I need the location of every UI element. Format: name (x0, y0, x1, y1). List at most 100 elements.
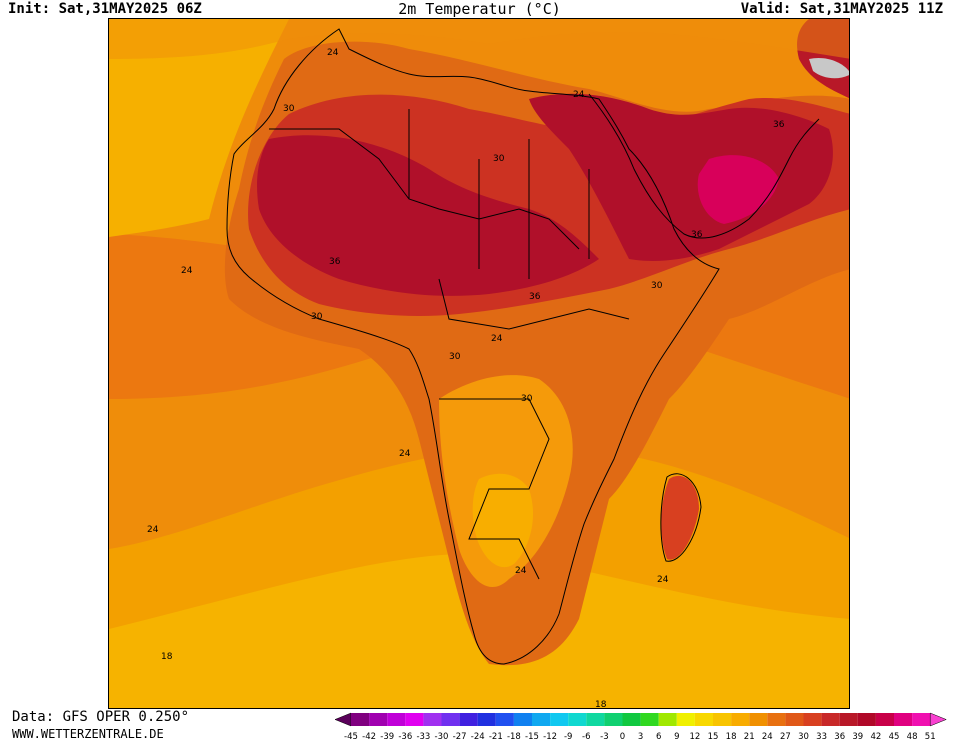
legend-swatch (405, 713, 424, 726)
arabia-hot-36 (529, 93, 833, 261)
legend-tick-label: 0 (620, 732, 625, 741)
legend-tick-label: -42 (362, 732, 376, 741)
sahel-hot-36 (257, 135, 599, 296)
legend-swatch (875, 713, 894, 726)
arabia-hot-42 (697, 155, 779, 224)
contour-label: 30 (449, 352, 461, 362)
legend-tick-label: -45 (344, 732, 358, 741)
legend-swatch (767, 713, 786, 726)
legend-tick-label: -39 (380, 732, 394, 741)
legend-swatch (604, 713, 623, 726)
legend-tick-label: -9 (564, 732, 572, 741)
legend-swatch (423, 713, 442, 726)
border-3 (439, 398, 550, 580)
legend-swatch (477, 713, 496, 726)
legend-tick-label: 12 (689, 732, 700, 741)
legend-tick-label: 15 (708, 732, 719, 741)
contour-label: 30 (521, 394, 533, 404)
legend-swatches (334, 712, 947, 727)
legend-tick-label: 36 (834, 732, 845, 741)
legend-swatch (369, 713, 388, 726)
legend-swatch (912, 713, 931, 726)
legend-swatch (550, 713, 569, 726)
legend-swatch (513, 713, 532, 726)
init-time-label: Init: Sat,31MAY2025 06Z (8, 1, 202, 17)
legend-tick-label: 51 (925, 732, 936, 741)
contour-labels: 24 30 24 30 36 36 24 36 30 36 30 30 24 3… (147, 48, 785, 709)
data-source-label: Data: GFS OPER 0.250° (12, 709, 190, 725)
legend-tick-label: -24 (471, 732, 485, 741)
legend-swatch (676, 713, 695, 726)
legend-swatch (351, 713, 370, 726)
legend-tick-label: 48 (907, 732, 918, 741)
legend-tick-label: -6 (582, 732, 590, 741)
legend-swatch (839, 713, 858, 726)
legend-tick-label: -33 (416, 732, 430, 741)
contour-label: 24 (399, 449, 411, 459)
temperature-map-svg: 24 30 24 30 36 36 24 36 30 36 30 30 24 3… (109, 19, 849, 709)
map-title: 2m Temperatur (°C) (398, 0, 561, 18)
contour-label: 18 (161, 652, 173, 662)
contour-label: 24 (573, 90, 585, 100)
contour-label: 30 (493, 154, 505, 164)
legend-tick-label: -27 (453, 732, 467, 741)
color-legend: -45 -42 -39 -36 -33 -30 -27 -24 -21 -18 -15 -12 -9 -6… (334, 712, 947, 741)
contour-label: 36 (773, 120, 785, 130)
legend-tick-label: 42 (870, 732, 881, 741)
legend-swatch (387, 713, 406, 726)
coastlines (226, 28, 820, 665)
band-atlantic-north (109, 19, 289, 237)
legend-tick-label: -21 (489, 732, 503, 741)
legend-tick-label: 3 (638, 732, 643, 741)
contour-label: 24 (327, 48, 339, 58)
legend-tick-label: 45 (889, 732, 900, 741)
website-label: WWW.WETTERZENTRALE.DE (12, 727, 164, 741)
legend-swatch (821, 713, 840, 726)
legend-swatch (731, 713, 750, 726)
legend-tick-label: 6 (656, 732, 661, 741)
contour-label: 18 (595, 700, 607, 709)
legend-tick-label: 9 (674, 732, 679, 741)
legend-tick-label: -12 (543, 732, 557, 741)
contour-label: 24 (657, 575, 669, 585)
legend-swatch (586, 713, 605, 726)
legend-tick-labels: -45 -42 -39 -36 -33 -30 -27 -24 -21 -18 -15 -12 -9 -6… (344, 732, 936, 741)
madagascar-warm (661, 475, 699, 560)
legend-tick-label: 33 (816, 732, 827, 741)
legend-swatch (658, 713, 677, 726)
contour-label: 30 (283, 104, 295, 114)
legend-tick-label: -36 (398, 732, 412, 741)
contour-label: 24 (147, 525, 159, 535)
kalahari-cooler (472, 473, 534, 568)
legend-tick-label: -15 (525, 732, 539, 741)
mediterranean-band (109, 19, 849, 59)
legend-swatch (857, 713, 876, 726)
legend-swatch (803, 713, 822, 726)
contour-label: 36 (529, 292, 541, 302)
contour-label: 36 (691, 230, 703, 240)
temperature-map: 24 30 24 30 36 36 24 36 30 36 30 30 24 3… (108, 18, 850, 709)
legend-swatch (532, 713, 551, 726)
contour-label: 24 (491, 334, 503, 344)
legend-swatch (785, 713, 804, 726)
contour-label: 30 (311, 312, 323, 322)
legend-swatch (894, 713, 913, 726)
legend-swatch (713, 713, 732, 726)
valid-time-label: Valid: Sat,31MAY2025 11Z (740, 1, 943, 17)
contour-label: 24 (181, 266, 193, 276)
africa-coastline (226, 28, 720, 665)
legend-tick-label: -18 (507, 732, 521, 741)
zagros-cool (809, 58, 849, 79)
legend-arrow-right (929, 712, 947, 727)
legend-swatch (495, 713, 514, 726)
legend-swatch (640, 713, 659, 726)
red-sea-coast (588, 93, 820, 239)
legend-swatch (694, 713, 713, 726)
legend-swatch (622, 713, 641, 726)
legend-swatch (568, 713, 587, 726)
madagascar-coast (660, 473, 702, 562)
legend-tick-label: 39 (852, 732, 863, 741)
border-4 (438, 278, 630, 330)
legend-tick-label: 27 (780, 732, 791, 741)
legend-tick-label: -30 (435, 732, 449, 741)
